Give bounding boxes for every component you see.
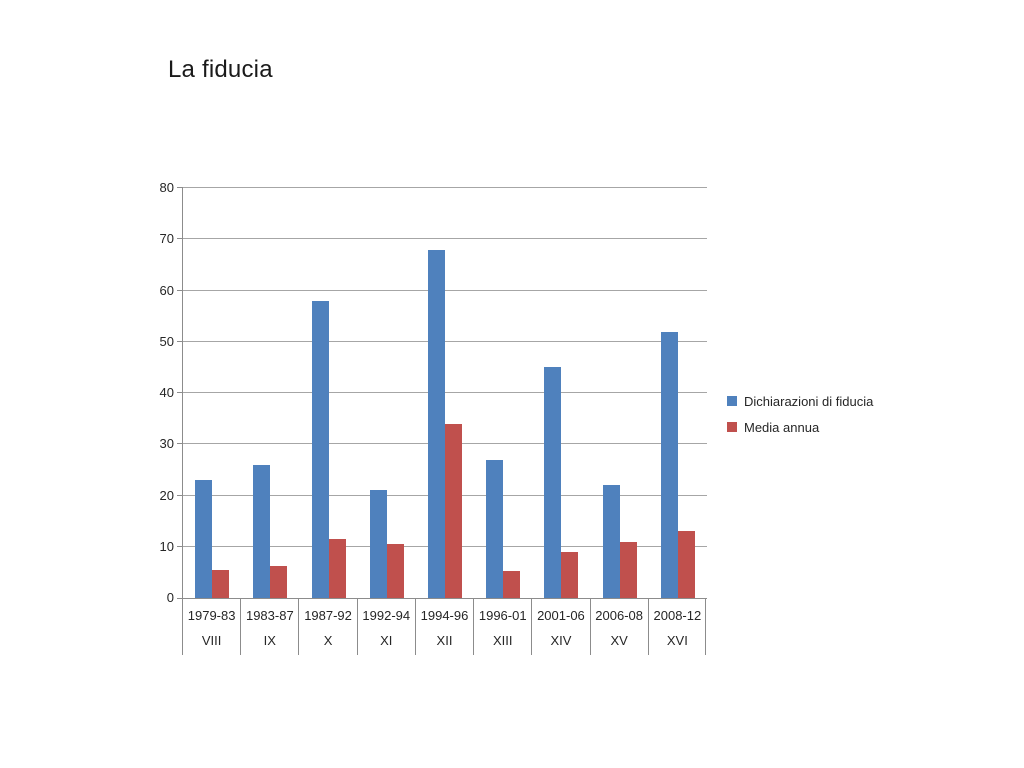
x-axis-label-years: 1992-94 [362,608,411,623]
bar-dichiarazioni [195,480,213,598]
y-axis-tick [177,392,183,393]
bar-media-annua [386,544,404,598]
x-axis-label-legislature: X [323,633,333,648]
y-axis-label: 0 [166,590,174,605]
bar-media-annua [503,571,521,598]
x-axis: 1979-83 VIII 1983-87 IX 1987-92 X 1992-94 XI 199… [182,599,706,655]
y-axis-tick [177,545,183,547]
y-axis-label: 40 [159,385,174,400]
y-axis-label: 30 [159,436,174,452]
y-axis-tick [177,494,183,496]
x-axis-label-years: 1994-96 [420,608,469,623]
gridline [183,392,707,393]
y-axis-tick [177,289,183,291]
x-axis-label-legislature: IX [263,633,276,648]
legend-swatch-dichiarazioni [727,396,737,406]
gridline [183,340,707,342]
bar-media-annua [270,565,288,598]
legend-label: Media annua [744,419,820,435]
x-axis-label-legislature: XIII [492,633,513,648]
x-axis-category: 2006-08 XV [589,599,648,655]
x-axis-label-legislature: XIV [550,633,572,648]
legend-item: Media annua [727,419,873,435]
x-axis-label-legislature: XII [436,633,453,648]
plot-area [177,187,707,599]
bar-dichiarazioni [369,490,387,598]
x-axis-category: 1994-96 XII [414,599,473,655]
y-axis-tick [177,443,183,445]
x-axis-label-legislature: XV [610,633,628,648]
x-axis-label-legislature: VIII [201,633,222,648]
bar-media-annua [619,541,637,598]
bar-media-annua [445,423,462,598]
y-axis-label: 50 [159,333,174,349]
x-axis-label-years: 1987-92 [304,608,352,623]
x-axis-label-years: 1996-01 [478,608,527,623]
x-axis-label-years: 2008-12 [653,608,702,623]
x-axis-label-years: 1983-87 [245,608,294,623]
bar-dichiarazioni [253,464,271,598]
bar-dichiarazioni [486,459,504,598]
bar-media-annua [561,551,579,598]
page-title: La fiducia [168,56,273,83]
legend-item: Dichiarazioni di fiducia [727,393,873,409]
y-axis-tick [177,187,183,188]
bar-media-annua [677,531,695,598]
x-axis-category: 1996-01 XIII [473,599,531,655]
bar-media-annua [328,539,346,598]
x-axis-category: 1992-94 XI [356,599,415,655]
x-axis-category: 2008-12 XVI [647,599,706,655]
gridline [183,238,707,240]
x-axis-label-years: 2001-06 [537,608,585,623]
x-axis-category: 2001-06 XIV [531,599,589,655]
gridline [183,289,707,291]
x-axis-label-years: 1979-83 [187,608,236,623]
x-axis-label-legislature: XVI [666,633,688,648]
x-axis-label-years: 2006-08 [595,608,644,623]
y-axis-tick [177,340,183,342]
x-axis-label-legislature: XI [380,633,393,648]
bar-dichiarazioni [428,249,445,598]
x-axis-category: 1987-92 X [298,599,356,655]
y-axis-label: 10 [159,538,174,554]
y-axis-tick [177,238,183,240]
y-axis-label: 70 [159,231,174,247]
y-axis-label: 20 [159,487,174,503]
y-axis-tick [177,598,183,599]
y-axis-label: 60 [159,282,174,298]
legend-label: Dichiarazioni di fiducia [744,393,874,409]
legend: Dichiarazioni di fiducia Media annua [727,393,873,445]
gridline [183,187,707,188]
bar-media-annua [212,569,230,598]
x-axis-category: 1983-87 IX [240,599,298,655]
y-axis-label: 80 [159,180,174,195]
bar-dichiarazioni [660,331,678,598]
legend-swatch-media [727,422,737,432]
x-axis-category: 1979-83 VIII [182,599,240,655]
bar-dichiarazioni [602,485,620,598]
bar-dichiarazioni [311,300,329,598]
bar-dichiarazioni [544,367,562,598]
